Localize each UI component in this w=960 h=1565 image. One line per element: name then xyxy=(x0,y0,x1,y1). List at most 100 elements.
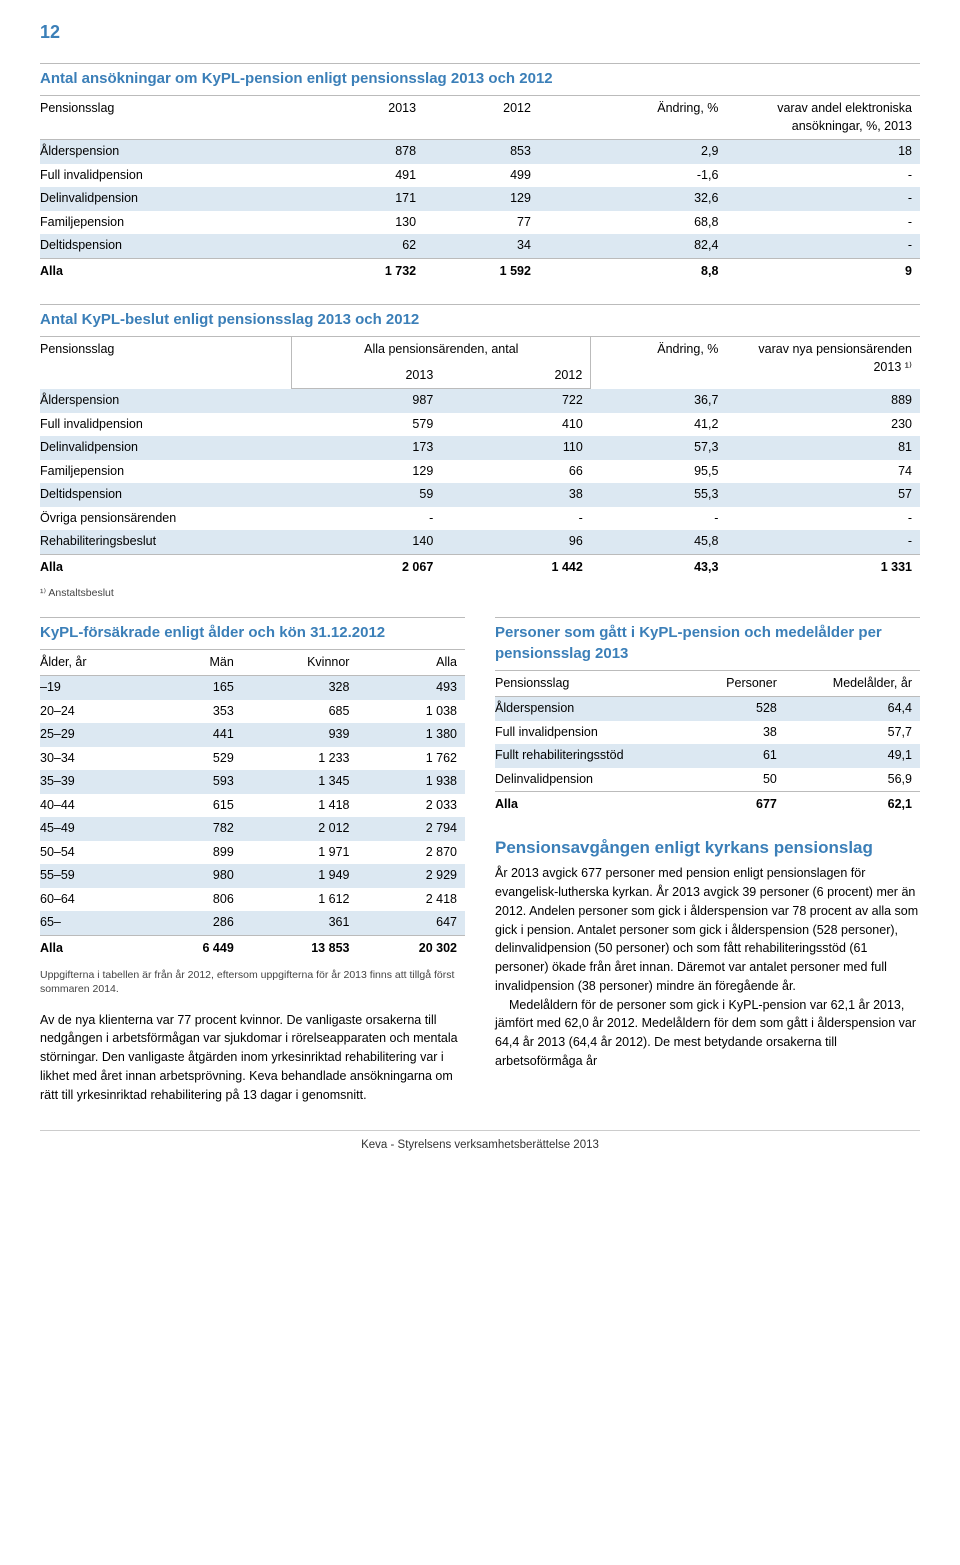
t2-gh3: varav nya pensionsärenden 2013 ¹⁾ xyxy=(726,337,920,389)
cell: 165 xyxy=(148,676,242,700)
cell: 129 xyxy=(424,187,539,211)
cell: 57,3 xyxy=(591,436,727,460)
table-ansokningar: Antal ansökningar om KyPL-pension enligt… xyxy=(40,63,920,284)
cell: 8,8 xyxy=(539,258,726,284)
table-row: 45–497822 0122 794 xyxy=(40,817,465,841)
table-row: Deltidspension593855,357 xyxy=(40,483,920,507)
t2-gh2: Ändring, % xyxy=(591,337,727,389)
t3-h3: Alla xyxy=(357,649,465,676)
table-row: Övriga pensionsärenden---- xyxy=(40,507,920,531)
cell: 45,8 xyxy=(591,530,727,554)
page-number: 12 xyxy=(40,20,920,45)
cell: 1 949 xyxy=(242,864,358,888)
cell: 2 067 xyxy=(292,554,442,580)
cell: 50 xyxy=(686,768,784,792)
cell: 65– xyxy=(40,911,148,935)
t2-gh0: Pensionsslag xyxy=(40,337,292,389)
cell: 61 xyxy=(686,744,784,768)
table-row: 25–294419391 380 xyxy=(40,723,465,747)
table-beslut: Antal KyPL-beslut enligt pensionsslag 20… xyxy=(40,304,920,580)
table-row: Ålderspension52864,4 xyxy=(495,697,920,721)
t3-h2: Kvinnor xyxy=(242,649,358,676)
cell: 40–44 xyxy=(40,794,148,818)
cell: 77 xyxy=(424,211,539,235)
cell: 36,7 xyxy=(591,389,727,413)
table-row: Full invalidpension3857,7 xyxy=(495,721,920,745)
cell: 130 xyxy=(309,211,424,235)
cell: Deltidspension xyxy=(40,234,309,258)
cell: Delinvalidpension xyxy=(40,187,309,211)
cell: 34 xyxy=(424,234,539,258)
cell: 57 xyxy=(726,483,920,507)
cell: 38 xyxy=(441,483,591,507)
cell: Familjepension xyxy=(40,460,292,484)
cell: 1 380 xyxy=(357,723,465,747)
cell: - xyxy=(726,507,920,531)
cell: 110 xyxy=(441,436,591,460)
cell: 13 853 xyxy=(242,935,358,961)
table-row: Ålderspension8788532,918 xyxy=(40,140,920,164)
cell: 491 xyxy=(309,164,424,188)
cell: 25–29 xyxy=(40,723,148,747)
cell: 2 012 xyxy=(242,817,358,841)
cell: 60–64 xyxy=(40,888,148,912)
table-row: Familjepension1307768,8- xyxy=(40,211,920,235)
cell: 328 xyxy=(242,676,358,700)
right-para1: År 2013 avgick 677 personer med pension … xyxy=(495,864,920,995)
cell: 6 449 xyxy=(148,935,242,961)
cell: 647 xyxy=(357,911,465,935)
cell: 55,3 xyxy=(591,483,727,507)
cell: Ålderspension xyxy=(40,140,309,164)
cell: 230 xyxy=(726,413,920,437)
t4-h0: Pensionsslag xyxy=(495,670,686,697)
cell: 129 xyxy=(292,460,442,484)
table-forsakrade: KyPL-försäkrade enligt ålder och kön 31.… xyxy=(40,617,465,962)
cell: 82,4 xyxy=(539,234,726,258)
table2-footnote: ¹⁾ Anstaltsbeslut xyxy=(40,586,920,601)
cell: Alla xyxy=(495,792,686,818)
cell: 35–39 xyxy=(40,770,148,794)
table-row: –19165328493 xyxy=(40,676,465,700)
cell: 722 xyxy=(441,389,591,413)
t1-h3: Ändring, % xyxy=(539,96,726,140)
table-row-total: Alla 677 62,1 xyxy=(495,792,920,818)
cell: Ålderspension xyxy=(40,389,292,413)
cell: 1 938 xyxy=(357,770,465,794)
table4-title: Personer som gått i KyPL-pension och med… xyxy=(495,617,920,670)
cell: 493 xyxy=(357,676,465,700)
cell: 615 xyxy=(148,794,242,818)
cell: 353 xyxy=(148,700,242,724)
t3-h1: Män xyxy=(148,649,242,676)
cell: 55–59 xyxy=(40,864,148,888)
cell: 1 331 xyxy=(726,554,920,580)
table-row: Delinvalidpension5056,9 xyxy=(495,768,920,792)
table1-title: Antal ansökningar om KyPL-pension enligt… xyxy=(40,64,920,96)
table-row-total: Alla 2 067 1 442 43,3 1 331 xyxy=(40,554,920,580)
cell: 579 xyxy=(292,413,442,437)
table-row-total: Alla 6 449 13 853 20 302 xyxy=(40,935,465,961)
table-personer: Personer som gått i KyPL-pension och med… xyxy=(495,617,920,818)
cell: 980 xyxy=(148,864,242,888)
cell: 81 xyxy=(726,436,920,460)
cell: 59 xyxy=(292,483,442,507)
cell: 2 418 xyxy=(357,888,465,912)
cell: 361 xyxy=(242,911,358,935)
table-row: 30–345291 2331 762 xyxy=(40,747,465,771)
cell: 529 xyxy=(148,747,242,771)
cell: 49,1 xyxy=(785,744,920,768)
table-row: Deltidspension623482,4- xyxy=(40,234,920,258)
cell: 18 xyxy=(726,140,920,164)
cell: Övriga pensionsärenden xyxy=(40,507,292,531)
cell: - xyxy=(726,234,920,258)
t1-h2: 2012 xyxy=(424,96,539,140)
cell: 2 870 xyxy=(357,841,465,865)
cell: 1 442 xyxy=(441,554,591,580)
cell: 1 612 xyxy=(242,888,358,912)
table-row: 20–243536851 038 xyxy=(40,700,465,724)
cell: 782 xyxy=(148,817,242,841)
cell: - xyxy=(292,507,442,531)
cell: 853 xyxy=(424,140,539,164)
cell: - xyxy=(591,507,727,531)
t1-h0: Pensionsslag xyxy=(40,96,309,140)
table2-title: Antal KyPL-beslut enligt pensionsslag 20… xyxy=(40,305,920,337)
